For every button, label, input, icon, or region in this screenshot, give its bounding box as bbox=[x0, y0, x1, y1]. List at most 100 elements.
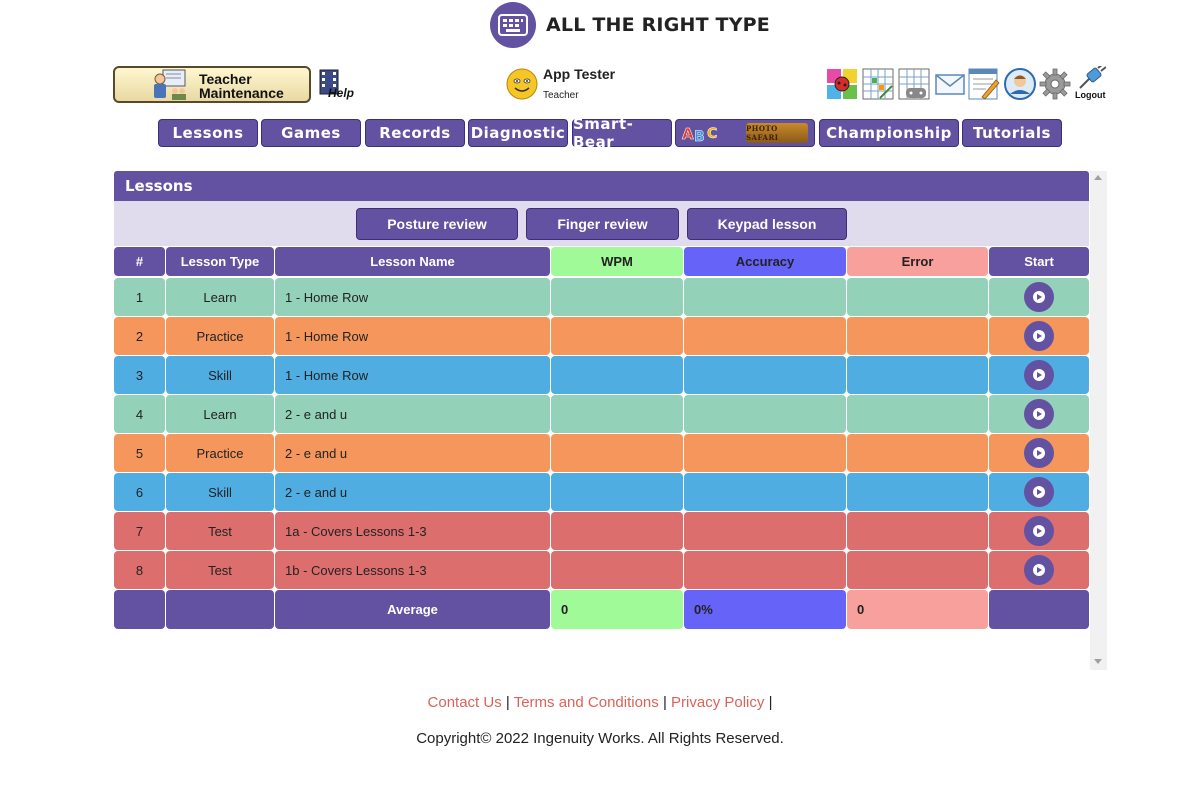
start-lesson-button[interactable] bbox=[1024, 282, 1054, 312]
row-lesson-type: Learn bbox=[166, 278, 274, 316]
row-lesson-type: Practice bbox=[166, 434, 274, 472]
games-bugs-icon[interactable] bbox=[826, 68, 858, 100]
logout-label[interactable]: Logout bbox=[1075, 90, 1106, 100]
row-lesson-name-text: 2 - e and u bbox=[285, 484, 348, 500]
row-number: 5 bbox=[114, 434, 165, 472]
teacher-maintenance-button[interactable]: Teacher Maintenance bbox=[113, 66, 311, 103]
average-wpm: 0 bbox=[551, 590, 683, 629]
row-lesson-type-text: Skill bbox=[208, 367, 232, 383]
film-help-icon bbox=[319, 69, 339, 95]
row-lesson-name: 1 - Home Row bbox=[275, 356, 550, 394]
row-lesson-type: Test bbox=[166, 551, 274, 589]
row-lesson-type-text: Test bbox=[208, 562, 232, 578]
finger-review-button[interactable]: Finger review bbox=[526, 208, 679, 240]
tab-tutorials[interactable]: Tutorials bbox=[962, 119, 1062, 147]
average-label: Average bbox=[275, 590, 550, 629]
header-lesson-name: Lesson Name bbox=[275, 247, 550, 276]
row-lesson-type-text: Learn bbox=[203, 289, 237, 305]
row-number-text: 3 bbox=[135, 367, 144, 383]
user-profile-icon[interactable] bbox=[1004, 68, 1036, 100]
row-lesson-type: Learn bbox=[166, 395, 274, 433]
tab-championship[interactable]: Championship bbox=[819, 119, 959, 147]
start-lesson-button[interactable] bbox=[1024, 438, 1054, 468]
row-lesson-name-text: 1 - Home Row bbox=[285, 367, 369, 383]
app-title: ALL THE RIGHT TYPE bbox=[546, 14, 770, 36]
row-lesson-name-text: 1b - Covers Lessons 1-3 bbox=[285, 562, 427, 578]
start-lesson-button[interactable] bbox=[1024, 477, 1054, 507]
footer-links: Contact Us | Terms and Conditions | Priv… bbox=[0, 694, 1200, 711]
svg-text:A: A bbox=[682, 125, 694, 143]
panel-scrollbar[interactable] bbox=[1090, 171, 1107, 670]
row-start bbox=[989, 473, 1089, 511]
row-start bbox=[989, 434, 1089, 472]
tab-smart-bear[interactable]: Smart-Bear bbox=[572, 115, 672, 151]
start-lesson-button[interactable] bbox=[1024, 321, 1054, 351]
tab-lessons[interactable]: Lessons bbox=[158, 119, 258, 147]
row-lesson-name-text: 2 - e and u bbox=[285, 406, 348, 422]
posture-review-button[interactable]: Posture review bbox=[356, 208, 518, 240]
start-lesson-button[interactable] bbox=[1024, 360, 1054, 390]
start-lesson-button[interactable] bbox=[1024, 399, 1054, 429]
help-button[interactable]: Help bbox=[318, 68, 356, 102]
row-start bbox=[989, 317, 1089, 355]
row-accuracy bbox=[684, 434, 846, 472]
play-icon bbox=[1033, 369, 1045, 381]
row-lesson-name: 1 - Home Row bbox=[275, 317, 550, 355]
row-lesson-type: Skill bbox=[166, 356, 274, 394]
tab-diagnostic[interactable]: Diagnostic bbox=[468, 119, 568, 147]
privacy-policy-link[interactable]: Privacy Policy bbox=[671, 694, 765, 711]
row-lesson-type-text: Skill bbox=[208, 484, 232, 500]
footer-separator: | bbox=[768, 694, 773, 711]
scroll-up-arrow-icon[interactable] bbox=[1094, 175, 1102, 180]
teacher-icon bbox=[154, 69, 186, 100]
edit-report-icon[interactable] bbox=[968, 68, 1000, 100]
row-lesson-type-text: Learn bbox=[203, 406, 237, 422]
average-empty-cell bbox=[114, 590, 165, 629]
row-number-text: 8 bbox=[135, 562, 144, 578]
contact-us-link[interactable]: Contact Us bbox=[427, 694, 502, 711]
row-wpm bbox=[551, 278, 683, 316]
footer-separator: | bbox=[505, 694, 510, 711]
row-start bbox=[989, 278, 1089, 316]
play-icon bbox=[1033, 330, 1045, 342]
row-number: 2 bbox=[114, 317, 165, 355]
game-controller-grid-icon[interactable] bbox=[898, 68, 930, 100]
row-wpm bbox=[551, 317, 683, 355]
copyright-text: Copyright© 2022 Ingenuity Works. All Rig… bbox=[416, 730, 784, 747]
row-lesson-type: Skill bbox=[166, 473, 274, 511]
terms-link[interactable]: Terms and Conditions bbox=[513, 694, 659, 711]
mail-icon[interactable] bbox=[934, 68, 966, 100]
row-lesson-type-text: Practice bbox=[196, 328, 244, 344]
row-accuracy bbox=[684, 473, 846, 511]
start-lesson-button[interactable] bbox=[1024, 516, 1054, 546]
scroll-down-arrow-icon[interactable] bbox=[1094, 659, 1102, 664]
row-lesson-name: 1 - Home Row bbox=[275, 278, 550, 316]
row-lesson-name: 2 - e and u bbox=[275, 473, 550, 511]
play-icon bbox=[1033, 408, 1045, 420]
row-number: 4 bbox=[114, 395, 165, 433]
row-lesson-name-text: 2 - e and u bbox=[285, 445, 348, 461]
row-wpm bbox=[551, 434, 683, 472]
row-error bbox=[847, 395, 988, 433]
logout-plug-icon[interactable] bbox=[1076, 66, 1106, 90]
row-accuracy bbox=[684, 395, 846, 433]
header-error: Error bbox=[847, 247, 988, 276]
photo-safari-badge: PHOTO SAFARI bbox=[746, 123, 808, 143]
tab-games[interactable]: Games bbox=[261, 119, 361, 147]
user-name: App Tester bbox=[543, 66, 616, 82]
keypad-lesson-button[interactable]: Keypad lesson bbox=[687, 208, 847, 240]
play-icon bbox=[1033, 486, 1045, 498]
gear-icon[interactable] bbox=[1039, 68, 1071, 100]
row-lesson-name: 2 - e and u bbox=[275, 395, 550, 433]
start-lesson-button[interactable] bbox=[1024, 555, 1054, 585]
records-grid-icon[interactable] bbox=[862, 68, 894, 100]
row-start bbox=[989, 356, 1089, 394]
tab-abc-photo-safari[interactable]: A B C PHOTO SAFARI bbox=[675, 119, 815, 147]
row-number-text: 7 bbox=[135, 523, 144, 539]
tab-records[interactable]: Records bbox=[365, 119, 465, 147]
row-number: 6 bbox=[114, 473, 165, 511]
smiley-avatar-icon bbox=[506, 68, 538, 100]
header-accuracy: Accuracy bbox=[684, 247, 846, 276]
row-number: 1 bbox=[114, 278, 165, 316]
row-lesson-type: Test bbox=[166, 512, 274, 550]
